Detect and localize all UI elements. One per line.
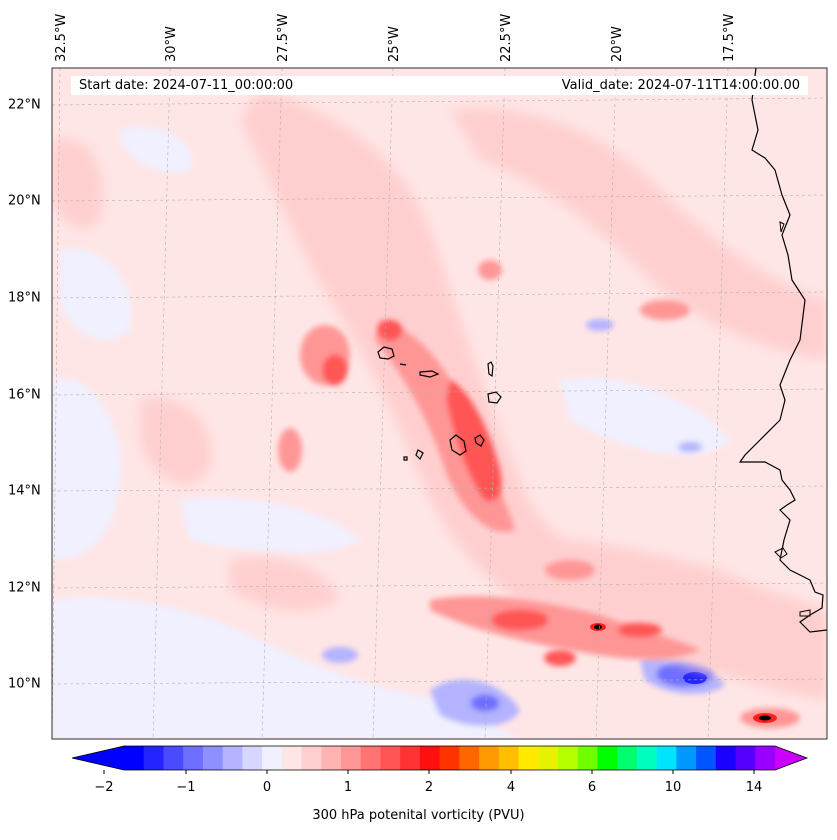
colorbar-swatch <box>281 746 303 770</box>
colorbar-swatch <box>321 746 342 770</box>
colorbar-swatch <box>183 746 204 770</box>
colorbar-over-arrow <box>775 746 807 770</box>
positive-pv-band <box>52 90 827 700</box>
colorbar-swatch <box>439 746 460 770</box>
colorbar-swatch <box>163 746 184 770</box>
pv-field <box>52 68 827 739</box>
colorbar-swatch <box>755 746 776 770</box>
map-frame <box>51 67 828 740</box>
colorbar-swatch <box>617 746 638 770</box>
colorbar-swatch <box>538 746 559 770</box>
colorbar-outline <box>71 745 809 771</box>
colorbar-swatch <box>577 746 598 770</box>
colorbar-swatch <box>597 746 618 770</box>
colorbar-swatch <box>124 746 145 770</box>
colorbar-swatch <box>360 746 381 770</box>
high-pv-regions <box>323 320 662 666</box>
lon-label: 20°W <box>610 26 625 62</box>
colorbar-swatch <box>341 746 362 770</box>
colorbar-swatch <box>676 746 697 770</box>
colorbar-swatch <box>636 746 658 770</box>
colorbar-swatch <box>479 746 500 770</box>
colorbar-title: 300 hPa potenital vorticity (PVU) <box>312 808 525 823</box>
colorbar-swatch <box>498 746 520 770</box>
colorbar-swatch <box>143 746 164 770</box>
colorbar-swatch <box>380 746 401 770</box>
lat-label: 10°N <box>8 676 41 692</box>
colorbar-swatch <box>459 746 480 770</box>
colorbar-tick-label: 10 <box>664 780 682 795</box>
lon-label: 32.5°W <box>54 13 69 62</box>
colorbar-swatch <box>518 746 539 770</box>
colorbar-swatch <box>656 746 677 770</box>
colorbar-swatch <box>242 746 263 770</box>
colorbar-tick-label: 1 <box>343 780 353 795</box>
colorbar <box>71 745 809 774</box>
cape-verde-islands <box>377 346 502 461</box>
lat-label: 14°N <box>8 483 41 499</box>
lat-label: 18°N <box>8 290 41 306</box>
colorbar-tick-label: 6 <box>587 780 597 795</box>
lat-label: 16°N <box>8 387 41 403</box>
colorbar-swatch <box>419 746 441 770</box>
colorbar-tick-label: −1 <box>176 780 196 795</box>
header-band <box>71 76 808 95</box>
colorbar-swatch <box>222 746 243 770</box>
colorbar-tick-label: −2 <box>94 780 114 795</box>
colorbar-swatch <box>301 746 322 770</box>
lon-label: 17.5°W <box>722 13 737 62</box>
colorbar-swatch <box>735 746 756 770</box>
colorbar-tick-label: 4 <box>506 780 516 795</box>
graticule <box>52 68 827 739</box>
colorbar-under-arrow <box>72 746 124 770</box>
colorbar-swatch <box>262 746 283 770</box>
colorbar-swatch <box>202 746 224 770</box>
colorbar-tick-label: 2 <box>424 780 434 795</box>
lat-label: 20°N <box>8 193 41 209</box>
valid-date-label: Valid_date: 2024-07-11T14:00:00.00 <box>561 78 800 93</box>
colorbar-tick-labels: −2 −1 0 1 2 4 6 10 14 <box>0 780 837 800</box>
colorbar-swatch <box>400 746 421 770</box>
colorbar-tick-label: 14 <box>745 780 763 795</box>
colorbar-swatch <box>696 746 717 770</box>
start-date-label: Start date: 2024-07-11_00:00:00 <box>79 78 294 93</box>
colorbar-swatch <box>558 746 579 770</box>
colorbar-swatch <box>715 746 737 770</box>
lon-label: 27.5°W <box>276 13 291 62</box>
lon-label: 25°W <box>387 26 402 62</box>
lon-label: 22.5°W <box>499 13 514 62</box>
lon-label: 30°W <box>164 26 179 62</box>
african-coastline <box>738 68 827 633</box>
lat-label: 12°N <box>8 580 41 596</box>
colorbar-tick-label: 0 <box>262 780 272 795</box>
lat-label: 22°N <box>8 97 41 113</box>
